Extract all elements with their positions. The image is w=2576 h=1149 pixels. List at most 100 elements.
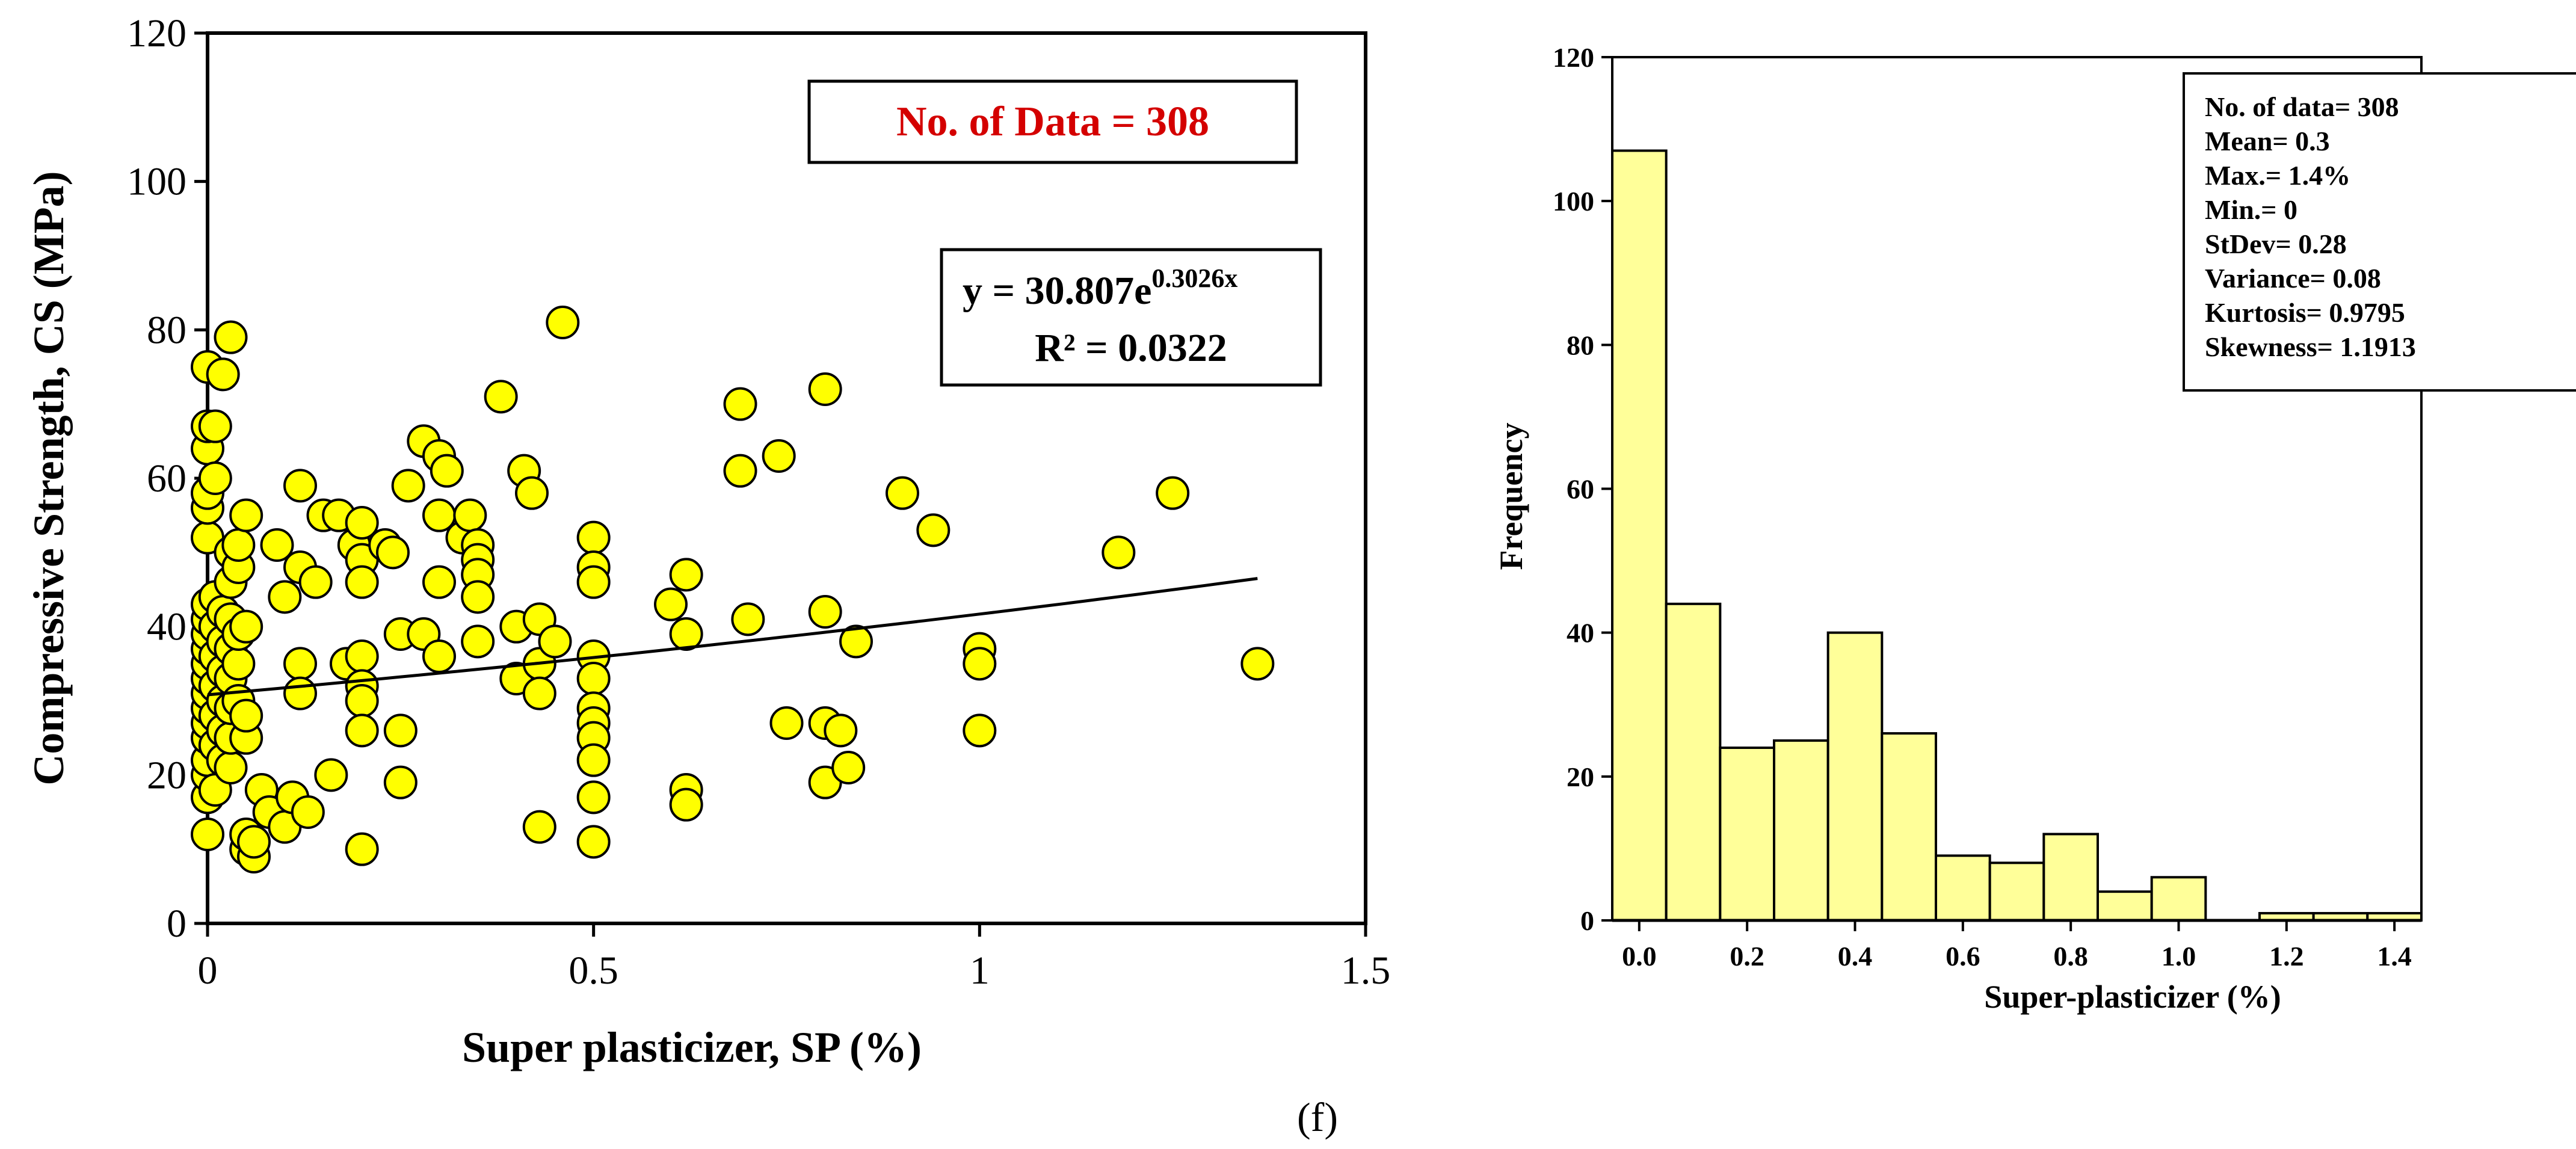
scatter-point [221, 647, 256, 681]
scatter-y-tick-label: 40 [147, 605, 186, 649]
scatter-point [963, 647, 997, 681]
scatter-point [576, 662, 611, 695]
scatter-point [886, 476, 919, 510]
scatter-point [538, 624, 572, 659]
stats-line: No. of data= 308 [2205, 91, 2399, 122]
scatter-point [576, 780, 611, 815]
stats-line: Variance= 0.08 [2205, 263, 2381, 294]
scatter-y-axis-title: Compressive Strength, CS (MPa) [25, 171, 73, 785]
scatter-point [260, 528, 294, 562]
histogram-x-axis-title: Super-plasticizer (%) [1984, 979, 2281, 1015]
histogram-y-tick-label: 40 [1567, 618, 1594, 648]
scatter-point [669, 617, 703, 651]
scatter-point [669, 787, 703, 822]
scatter-point [576, 520, 611, 555]
scatter-trendline [207, 577, 1258, 697]
histogram-y-tick-label: 120 [1553, 42, 1594, 73]
scatter-point [229, 498, 263, 532]
histogram-bar [1881, 732, 1937, 922]
trend-equation-main: y = 30.807e [963, 269, 1151, 313]
scatter-y-tick-label: 60 [147, 457, 186, 501]
scatter-y-tick-label: 100 [127, 160, 186, 204]
scatter-point [731, 602, 765, 636]
scatter-point [268, 580, 302, 614]
scatter-point [723, 387, 757, 421]
scatter-point [515, 476, 549, 510]
histogram-y-tick-label: 60 [1567, 474, 1594, 505]
scatter-point [198, 461, 232, 495]
histogram-x-tick-label: 0.2 [1730, 941, 1764, 972]
panel-label: (f) [1297, 1094, 1338, 1140]
stats-list: No. of data= 308 Mean= 0.3 Max.= 1.4%Min.=… [2205, 91, 2416, 362]
histogram-bar [2150, 876, 2207, 922]
stats-box [2183, 72, 2576, 392]
scatter-point [191, 818, 224, 851]
histogram-bar [2042, 833, 2099, 922]
histogram-x-tick-label: 0.8 [2053, 941, 2088, 972]
scatter-point [345, 506, 379, 540]
scatter-point [453, 498, 487, 532]
scatter-point [283, 647, 317, 681]
scatter-point [345, 832, 379, 866]
scatter-point [383, 713, 418, 748]
histogram-bar [1935, 854, 1991, 922]
histogram-y-tick-label: 80 [1567, 330, 1594, 360]
scatter-point [1156, 476, 1190, 510]
scatter-point [345, 713, 379, 748]
scatter-point [824, 713, 858, 748]
scatter-point [237, 825, 271, 859]
scatter-y-tick-label: 20 [147, 753, 186, 797]
scatter-point [422, 565, 456, 599]
histogram-bar [1773, 739, 1829, 922]
scatter-point [345, 565, 379, 599]
histogram-x-tick-label: 0.4 [1838, 941, 1873, 972]
data-count-box [807, 79, 1298, 164]
scatter-point [723, 454, 757, 488]
histogram-bar [1611, 149, 1668, 922]
scatter-point [214, 751, 248, 784]
scatter-point [291, 795, 325, 829]
histogram-y-tick-label: 20 [1567, 762, 1594, 792]
trend-equation: y = 30.807e0.3026x [963, 263, 1237, 313]
histogram-bar [2097, 890, 2153, 922]
scatter-point [214, 320, 248, 354]
scatter-y-tick-label: 80 [147, 308, 186, 352]
scatter-point [1102, 535, 1136, 570]
histogram-bars [1611, 149, 2423, 922]
stats-line: Skewness= 1.1913 [2205, 331, 2416, 362]
histogram-x-tick-label: 1.2 [2269, 941, 2304, 972]
histogram-x-ticks: 0.0 0.2 0.4 0.6 0.8 1.0 1.2 1.4 [1622, 920, 2412, 972]
scatter-point [229, 698, 263, 733]
scatter-point [1240, 647, 1275, 681]
histogram-y-tick-label: 0 [1580, 905, 1594, 936]
histogram-y-tick-label: 100 [1553, 186, 1594, 217]
scatter-point [298, 565, 333, 599]
scatter-point [546, 306, 580, 339]
scatter-y-tick-label: 0 [167, 902, 186, 946]
scatter-point [345, 639, 379, 673]
stats-line: Max.= 1.4% [2205, 160, 2350, 191]
scatter-point [422, 639, 456, 673]
histogram-x-tick-label: 0.0 [1622, 941, 1657, 972]
stats-line: Min.= 0 [2205, 194, 2297, 225]
scatter-point [461, 580, 495, 614]
scatter-point [522, 810, 556, 844]
data-count-label: No. of Data = 308 [896, 99, 1209, 145]
scatter-points [191, 306, 1275, 873]
scatter-point [430, 454, 464, 488]
scatter-point [576, 565, 611, 599]
stats-line: Mean= 0.3 [2205, 126, 2330, 156]
histogram-x-tick-label: 1.4 [2377, 941, 2412, 972]
scatter-point [283, 676, 317, 710]
histogram-x-tick-label: 1.0 [2162, 941, 2196, 972]
scatter-point [484, 380, 518, 414]
scatter-x-tick-label: 0.5 [569, 949, 618, 993]
scatter-y-tick-label: 120 [127, 11, 186, 55]
scatter-point [808, 595, 842, 629]
r-squared: R² = 0.0322 [1035, 326, 1227, 370]
scatter-x-tick-label: 1 [970, 949, 990, 993]
scatter-point [808, 372, 842, 406]
scatter-x-ticks: 0 0.5 1 1.5 [198, 923, 1390, 993]
scatter-x-axis-title: Super plasticizer, SP (%) [462, 1023, 922, 1071]
